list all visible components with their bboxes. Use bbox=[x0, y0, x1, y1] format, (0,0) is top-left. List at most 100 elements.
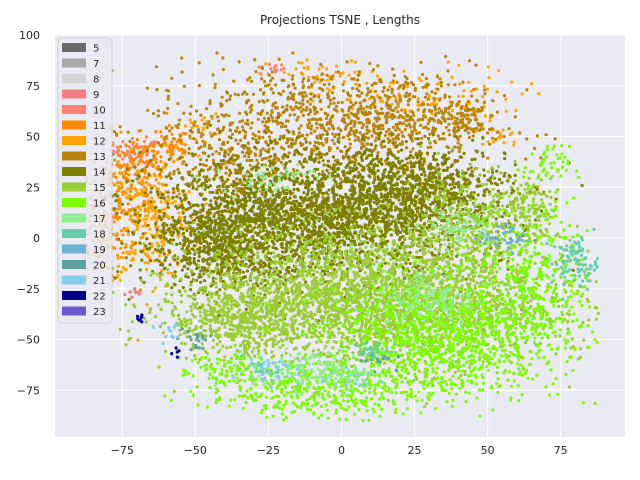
data-point bbox=[306, 189, 311, 193]
data-point bbox=[335, 235, 339, 239]
data-point bbox=[237, 60, 241, 64]
data-point bbox=[163, 143, 167, 147]
data-point bbox=[391, 79, 396, 83]
data-point bbox=[459, 111, 463, 115]
data-point bbox=[314, 153, 319, 157]
data-point bbox=[159, 175, 163, 179]
data-point bbox=[342, 80, 346, 84]
data-point bbox=[150, 196, 154, 200]
data-point bbox=[309, 131, 313, 135]
data-point bbox=[177, 192, 181, 196]
data-point bbox=[186, 170, 190, 174]
data-point bbox=[337, 233, 341, 237]
data-point bbox=[296, 211, 300, 215]
data-point bbox=[404, 95, 408, 99]
data-point bbox=[192, 244, 196, 248]
data-point bbox=[307, 78, 311, 83]
data-point bbox=[307, 112, 311, 116]
data-point bbox=[383, 225, 387, 229]
data-point bbox=[154, 205, 158, 209]
data-point bbox=[486, 156, 490, 160]
data-point bbox=[176, 188, 180, 193]
data-point bbox=[329, 98, 333, 102]
data-point bbox=[342, 135, 346, 139]
data-point bbox=[331, 187, 336, 191]
data-point bbox=[129, 183, 133, 187]
data-point bbox=[234, 138, 238, 142]
data-point bbox=[300, 232, 304, 236]
data-point bbox=[346, 156, 350, 160]
data-point bbox=[386, 97, 390, 101]
data-point bbox=[170, 140, 174, 144]
data-point bbox=[247, 152, 251, 156]
data-point bbox=[361, 142, 365, 146]
data-point bbox=[147, 199, 151, 203]
data-point bbox=[217, 137, 222, 142]
data-point bbox=[288, 91, 292, 95]
data-point bbox=[391, 219, 395, 223]
data-point bbox=[344, 152, 348, 156]
data-point bbox=[207, 143, 212, 147]
data-point bbox=[248, 110, 253, 114]
data-point bbox=[438, 137, 442, 141]
data-point bbox=[213, 196, 217, 200]
data-point bbox=[426, 122, 430, 126]
data-point bbox=[410, 139, 414, 143]
data-point bbox=[127, 145, 131, 149]
data-point bbox=[171, 187, 175, 191]
data-point bbox=[285, 219, 289, 223]
data-point bbox=[143, 175, 147, 179]
data-point bbox=[225, 99, 229, 103]
data-point bbox=[180, 142, 184, 146]
data-point bbox=[222, 162, 226, 166]
data-point bbox=[126, 229, 130, 233]
data-point bbox=[434, 108, 438, 112]
data-point bbox=[261, 147, 265, 151]
data-point bbox=[337, 136, 341, 140]
data-point bbox=[119, 270, 123, 274]
data-point bbox=[214, 200, 218, 204]
data-point bbox=[409, 81, 414, 85]
data-point bbox=[197, 154, 201, 158]
data-point bbox=[136, 338, 140, 342]
data-point bbox=[181, 211, 185, 215]
data-point bbox=[137, 181, 141, 185]
data-point bbox=[190, 174, 194, 178]
data-point bbox=[241, 144, 246, 148]
data-point bbox=[407, 93, 411, 97]
data-point bbox=[398, 97, 402, 101]
data-point bbox=[384, 120, 388, 124]
data-point bbox=[287, 72, 291, 76]
data-point bbox=[292, 232, 296, 236]
data-point bbox=[321, 133, 325, 137]
data-point bbox=[403, 110, 407, 115]
data-point bbox=[303, 91, 307, 95]
data-point bbox=[203, 122, 207, 126]
data-point bbox=[263, 80, 267, 84]
data-point bbox=[442, 137, 447, 141]
data-point bbox=[306, 123, 310, 127]
data-point bbox=[155, 187, 159, 191]
data-point bbox=[321, 191, 325, 196]
data-point bbox=[346, 123, 350, 127]
data-point bbox=[422, 102, 426, 107]
data-point bbox=[115, 214, 119, 219]
data-point bbox=[271, 171, 276, 175]
data-point bbox=[464, 104, 468, 108]
data-point bbox=[439, 120, 443, 124]
data-point bbox=[328, 122, 333, 126]
data-point bbox=[299, 219, 303, 223]
data-point bbox=[279, 125, 284, 129]
data-point bbox=[321, 143, 325, 147]
data-point bbox=[182, 151, 186, 155]
data-point bbox=[346, 113, 350, 117]
data-point bbox=[487, 76, 491, 80]
data-point bbox=[181, 208, 185, 213]
data-point bbox=[409, 115, 413, 119]
data-point bbox=[220, 175, 224, 179]
data-point bbox=[210, 114, 214, 119]
data-point bbox=[232, 79, 236, 83]
data-point bbox=[208, 167, 212, 171]
data-point bbox=[264, 149, 268, 153]
data-point bbox=[179, 134, 183, 138]
